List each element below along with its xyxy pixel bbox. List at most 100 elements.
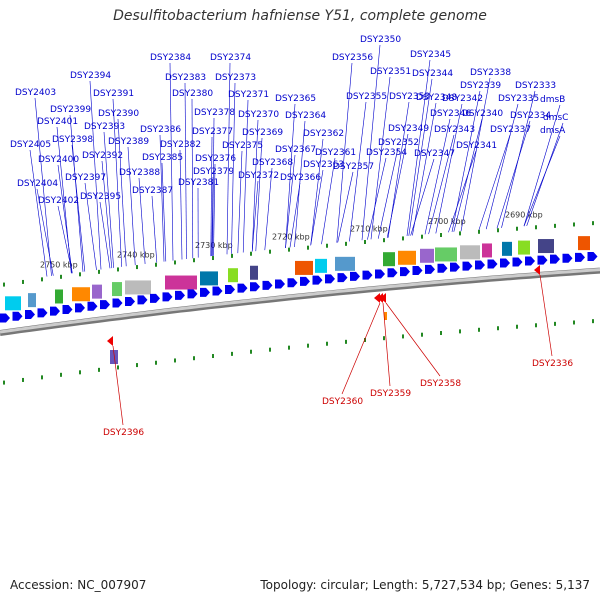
forward-gene-arrow xyxy=(200,287,210,297)
forward-gene-arrow xyxy=(62,304,73,314)
category-block xyxy=(250,265,258,280)
tick-mark-upper xyxy=(3,282,5,287)
category-block xyxy=(112,282,122,297)
forward-gene-label: DSY2337 xyxy=(490,125,531,135)
forward-gene-label: DSY2355 xyxy=(346,92,387,102)
category-block xyxy=(315,258,327,273)
label-leader-line xyxy=(237,150,243,254)
forward-gene-label: DSY2384 xyxy=(150,53,191,63)
gene-labels: DSY2350 DSY2345 DSY2374 DSY2384 DSY2356 DSY23… xyxy=(10,35,573,438)
tick-mark-lower xyxy=(459,329,461,334)
label-leader-line xyxy=(448,150,477,233)
forward-gene-label: DSY2339 xyxy=(460,81,501,91)
category-block xyxy=(435,247,457,262)
forward-gene-arrow xyxy=(75,303,85,313)
forward-gene-label: DSY2390 xyxy=(98,109,139,119)
tick-mark-lower xyxy=(269,347,271,352)
tick-mark-upper xyxy=(193,258,195,263)
reverse-gene-arrow xyxy=(534,265,540,275)
forward-gene-label: DSY2350 xyxy=(360,35,401,45)
forward-gene-arrow xyxy=(237,283,248,293)
tick-mark-upper xyxy=(269,249,271,254)
tick-mark-lower xyxy=(22,377,24,382)
reverse-gene-label: DSY2396 xyxy=(103,428,144,438)
tick-mark-lower xyxy=(326,341,328,346)
forward-gene-label: DSY2335 xyxy=(498,94,539,104)
label-leader-line xyxy=(71,144,86,272)
label-leader-line xyxy=(212,117,215,256)
tick-mark-upper xyxy=(459,231,461,236)
label-leader-line xyxy=(496,120,531,229)
forward-gene-label: DSY2366 xyxy=(280,173,321,183)
forward-gene-label: DSY2401 xyxy=(37,117,78,127)
label-leader-line xyxy=(57,205,73,274)
label-leader-line xyxy=(127,146,136,266)
forward-gene-arrow xyxy=(137,295,148,305)
backbone-inner xyxy=(0,268,600,334)
kbp-label: 2720 kbp xyxy=(272,232,310,241)
tick-mark-lower xyxy=(307,343,309,348)
forward-gene-label: DSY2391 xyxy=(93,89,134,99)
forward-gene-label: DSY2370 xyxy=(238,110,279,120)
reverse-label-leader xyxy=(112,345,124,426)
tick-mark-upper xyxy=(41,277,43,282)
reverse-category-block xyxy=(110,350,118,364)
tick-mark-upper xyxy=(136,265,138,270)
forward-gene-label: DSY2342 xyxy=(442,94,483,104)
category-block xyxy=(28,293,36,308)
forward-gene-label: dmsB xyxy=(540,95,565,105)
forward-gene-label: DSY2395 xyxy=(80,192,121,202)
forward-gene-label: DSY2394 xyxy=(70,71,111,81)
label-leader-line xyxy=(367,157,387,240)
label-leader-line xyxy=(211,176,214,257)
forward-gene-label: DSY2371 xyxy=(228,90,269,100)
forward-gene-label: DSY2375 xyxy=(222,141,263,151)
forward-gene-label: DSY2343 xyxy=(434,125,475,135)
label-leader-line xyxy=(406,59,431,236)
forward-gene-label: DSY2379 xyxy=(193,167,234,177)
category-block xyxy=(125,280,151,295)
tick-mark-upper xyxy=(592,221,594,226)
forward-gene-label: DSY2377 xyxy=(192,127,233,137)
label-leader-line xyxy=(285,154,296,248)
tick-mark-upper xyxy=(155,262,157,267)
tick-mark-lower xyxy=(364,337,366,342)
category-block xyxy=(295,260,313,275)
category-block xyxy=(335,256,355,271)
kbp-label: 2690 kbp xyxy=(505,211,543,220)
label-leader-line xyxy=(377,147,399,239)
forward-gene-arrow xyxy=(312,275,323,285)
reverse-label-leader xyxy=(341,302,381,395)
forward-gene-label: DSY2351 xyxy=(370,67,411,77)
forward-gene-arrow xyxy=(587,251,598,261)
forward-gene-arrow xyxy=(37,308,48,318)
forward-gene-label: DSY2333 xyxy=(515,81,556,91)
label-leader-line xyxy=(435,103,463,234)
forward-gene-arrow xyxy=(287,278,298,288)
label-leader-line xyxy=(251,180,259,252)
label-leader-line xyxy=(412,102,437,236)
category-block xyxy=(482,243,492,258)
forward-gene-label: DSY2357 xyxy=(333,162,374,172)
tick-mark-lower xyxy=(41,375,43,380)
label-leader-line xyxy=(478,134,511,230)
tick-mark-lower xyxy=(174,358,176,363)
tick-mark-lower xyxy=(193,356,195,361)
tick-mark-lower xyxy=(402,334,404,339)
forward-gene-arrow xyxy=(562,253,573,263)
category-block xyxy=(398,250,416,265)
tick-mark-lower xyxy=(250,349,252,354)
forward-gene-arrow xyxy=(212,286,223,296)
forward-gene-arrow xyxy=(437,263,448,273)
tick-mark-lower xyxy=(535,323,537,328)
tick-mark-lower xyxy=(3,380,5,385)
feature-bands xyxy=(5,236,590,364)
tick-mark-lower xyxy=(98,367,100,372)
label-leader-line xyxy=(151,195,158,263)
forward-gene-label: DSY2388 xyxy=(119,168,160,178)
label-leader-line xyxy=(523,135,561,227)
tick-mark-upper xyxy=(478,229,480,234)
forward-gene-label: DSY2338 xyxy=(470,68,511,78)
category-block xyxy=(165,275,197,290)
